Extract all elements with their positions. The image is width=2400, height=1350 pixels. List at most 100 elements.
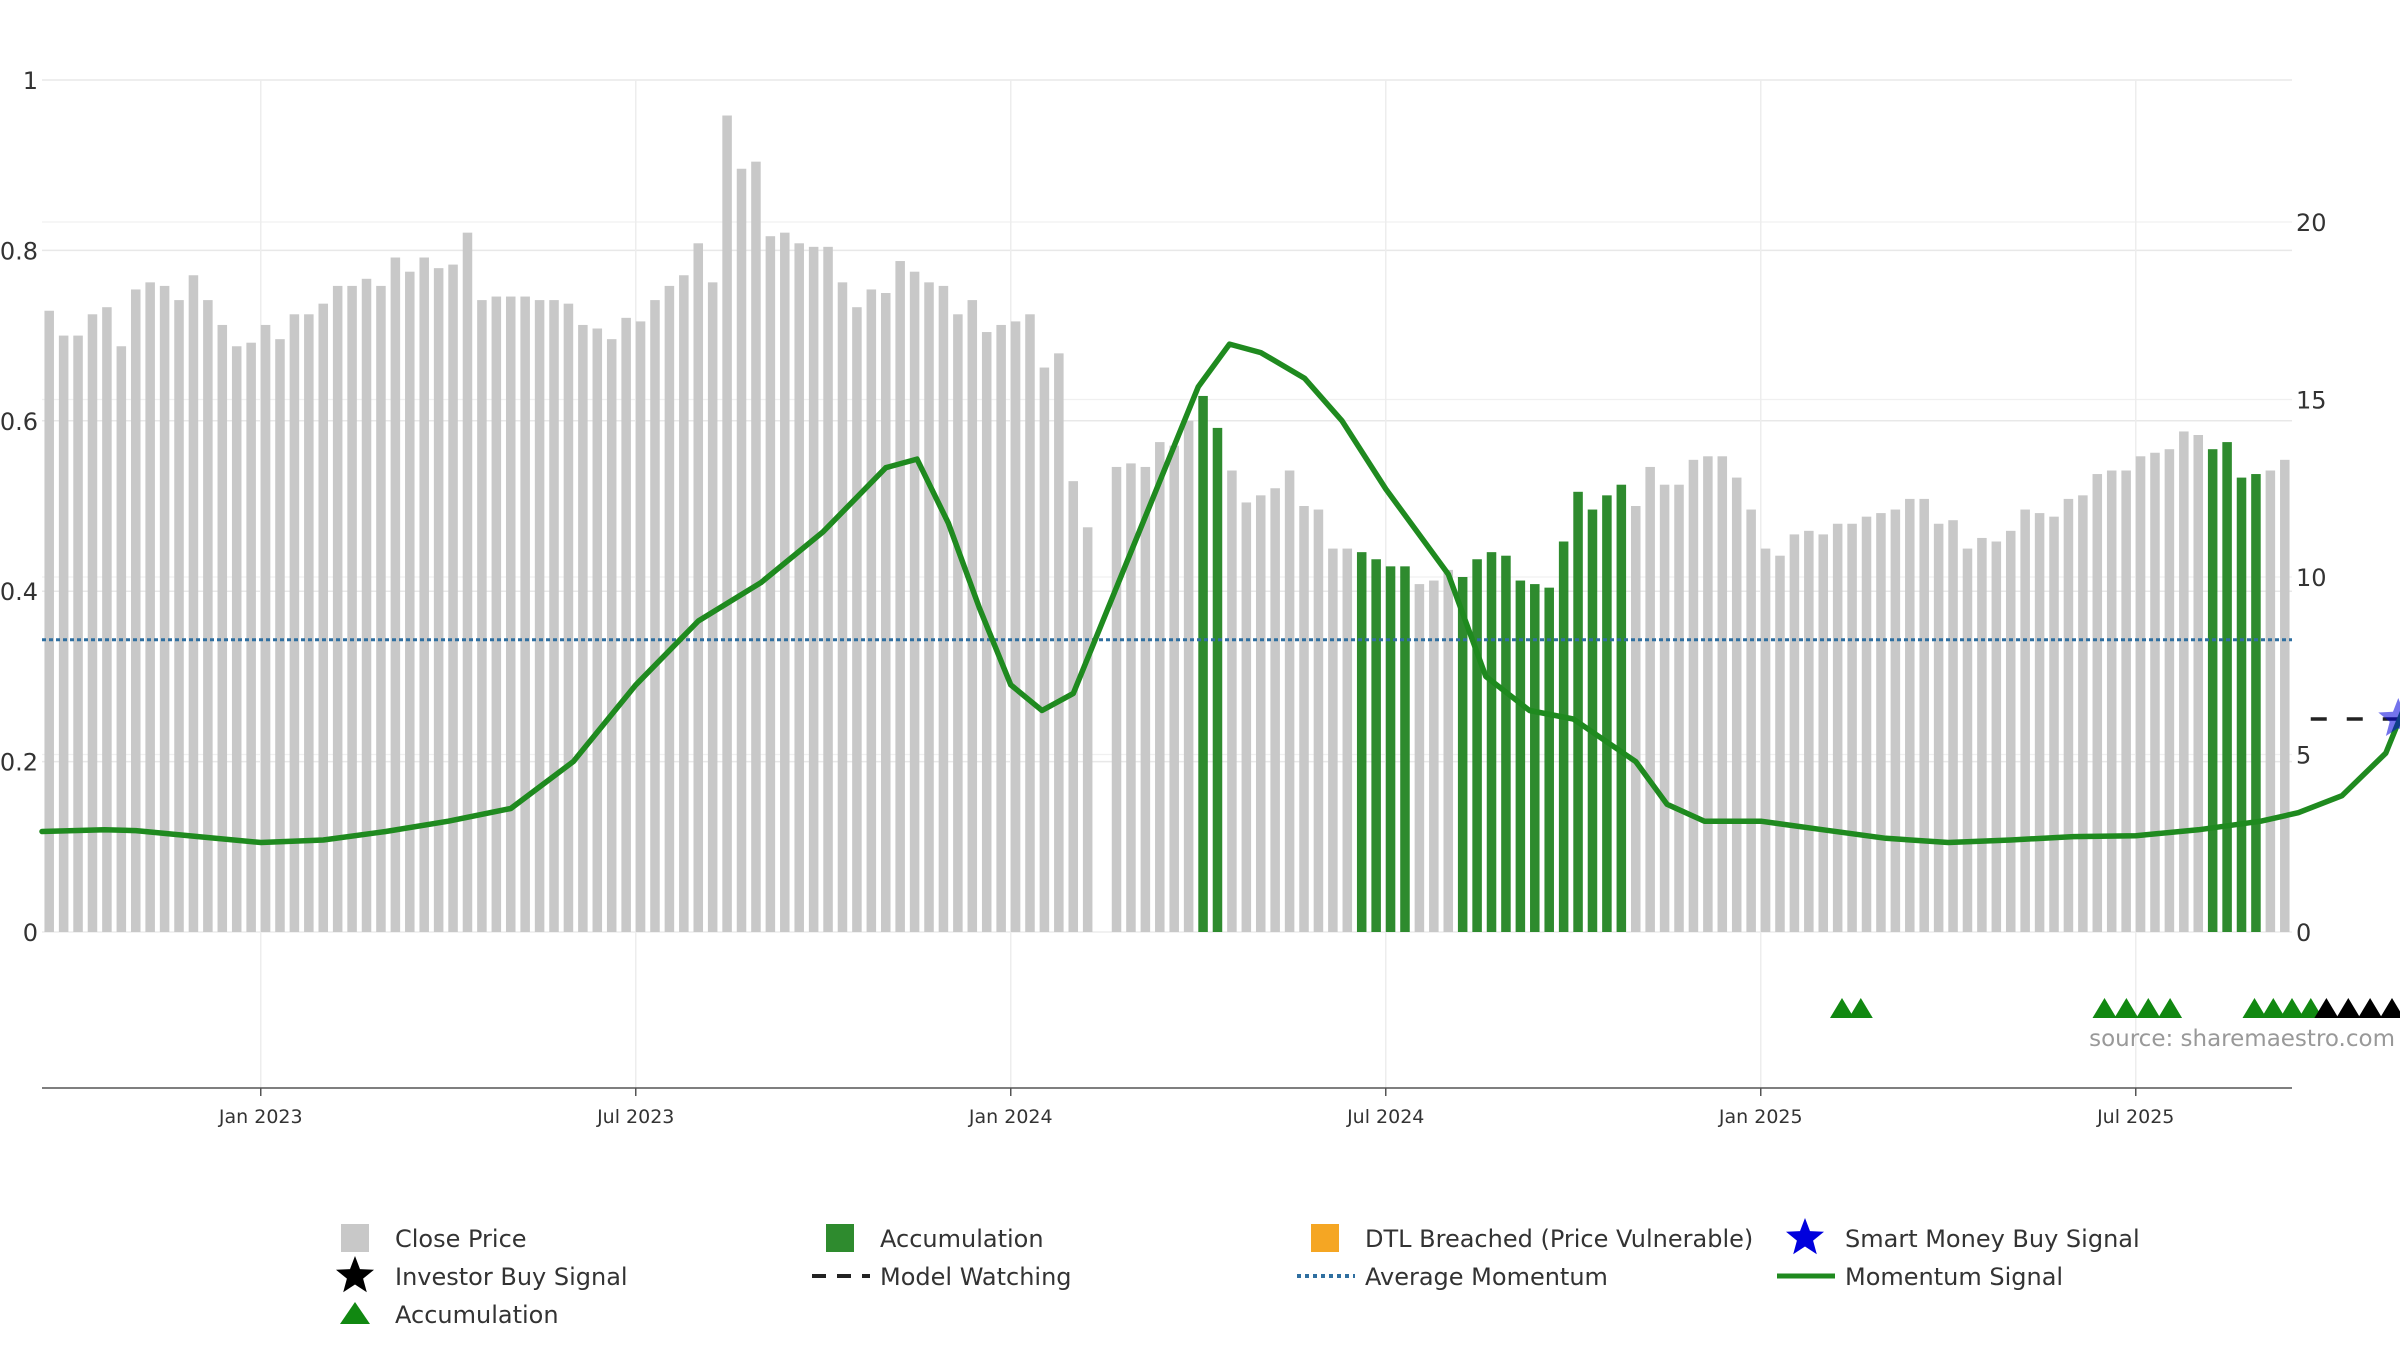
- accumulation-bar: [1385, 566, 1396, 932]
- price-bar: [1731, 477, 1742, 932]
- price-bar: [621, 317, 631, 933]
- price-bar: [520, 296, 530, 932]
- price-bar: [2078, 495, 2088, 932]
- accumulation-bar: [1558, 541, 1569, 932]
- legend-label: Average Momentum: [1365, 1263, 1608, 1291]
- price-bar: [462, 232, 473, 932]
- accumulation-triangle: [2242, 998, 2267, 1018]
- price-bar: [1775, 555, 1785, 932]
- price-bar: [1299, 506, 1309, 932]
- right-y-tick-label: 15: [2296, 387, 2327, 415]
- price-bar: [837, 282, 848, 933]
- accumulation-triangle: [1830, 998, 1854, 1018]
- price-bar: [549, 300, 559, 933]
- price-bar: [722, 115, 732, 932]
- price-bar: [73, 335, 83, 933]
- price-bar: [246, 342, 256, 932]
- price-bar: [1140, 466, 1151, 932]
- left-y-tick-label: 0.6: [0, 408, 38, 436]
- legend-item: Model Watching: [812, 1263, 1072, 1291]
- price-bar: [1847, 523, 1857, 932]
- accumulation-triangle: [2136, 998, 2161, 1018]
- price-bar: [2135, 456, 2146, 932]
- price-bar: [924, 282, 934, 933]
- price-bar: [1818, 534, 1829, 932]
- price-bar: [693, 243, 704, 933]
- legend-label: Investor Buy Signal: [395, 1263, 628, 1291]
- accumulation-bar: [1400, 566, 1410, 932]
- price-bar: [880, 293, 891, 932]
- price-bar: [217, 324, 228, 932]
- signal-triangle: [2336, 998, 2361, 1018]
- price-bar: [2150, 452, 2160, 932]
- price-bar: [2092, 474, 2103, 932]
- price-bar: [1861, 516, 1872, 932]
- left-y-tick-label: 0.8: [0, 237, 38, 265]
- accumulation-bar: [1198, 395, 1208, 932]
- price-bar: [1674, 484, 1684, 932]
- price-bar: [1991, 541, 2002, 932]
- accumulation-bar: [1616, 484, 1627, 932]
- price-bar: [390, 257, 401, 932]
- legend-item: Momentum Signal: [1777, 1263, 2063, 1291]
- price-bar: [203, 300, 213, 933]
- price-bar: [1284, 470, 1295, 932]
- accumulation-bar: [1602, 495, 1612, 932]
- x-tick-label: Jan 2023: [218, 1106, 303, 1128]
- price-bar: [1933, 523, 1944, 932]
- price-bar: [2164, 449, 2175, 932]
- price-bar: [1760, 548, 1771, 932]
- legend-item: Close Price: [341, 1224, 527, 1253]
- price-bar: [174, 300, 184, 933]
- price-bar: [967, 300, 978, 933]
- price-bar: [1804, 530, 1814, 932]
- price-bar: [289, 314, 300, 932]
- price-bar: [405, 271, 415, 932]
- price-bar: [1082, 527, 1093, 932]
- accumulation-bar: [1371, 559, 1381, 932]
- price-bar: [318, 303, 329, 932]
- legend-star-blue-icon: [1786, 1218, 1824, 1255]
- price-bar: [2265, 470, 2276, 932]
- accumulation-bar: [2236, 477, 2247, 932]
- legend-label: DTL Breached (Price Vulnerable): [1365, 1225, 1753, 1253]
- price-bar: [592, 328, 603, 932]
- x-tick-label: Jan 2024: [968, 1106, 1053, 1128]
- signal-triangle: [2314, 998, 2339, 1018]
- legend-label: Close Price: [395, 1225, 527, 1253]
- price-bar: [1688, 459, 1699, 932]
- x-tick-label: Jul 2025: [2096, 1106, 2174, 1128]
- accumulation-bar: [1587, 509, 1598, 932]
- signal-triangle: [2358, 998, 2383, 1018]
- price-bar: [1717, 456, 1728, 932]
- price-bar: [751, 161, 761, 932]
- legend-label: Accumulation: [880, 1225, 1044, 1253]
- accumulation-bar: [1515, 580, 1526, 932]
- grid-layer: [42, 79, 2292, 1088]
- price-bar: [2034, 513, 2045, 932]
- price-bar: [1789, 534, 1800, 932]
- price-bar: [794, 243, 804, 933]
- accumulation-bar: [1573, 491, 1583, 932]
- price-bar: [1342, 548, 1353, 932]
- price-bar: [650, 300, 660, 933]
- legend-label: Accumulation: [395, 1301, 559, 1329]
- price-bar: [606, 339, 617, 932]
- price-bar: [2005, 530, 2016, 932]
- legend-item: Average Momentum: [1297, 1263, 1608, 1291]
- price-bar: [707, 282, 718, 933]
- price-bar: [102, 307, 112, 932]
- source-label: source: sharemaestro.com: [2089, 1026, 2395, 1052]
- price-bar: [765, 236, 776, 932]
- price-bar: [1443, 569, 1454, 932]
- accumulation-triangle: [2298, 998, 2323, 1018]
- legend-item: Smart Money Buy Signal: [1786, 1218, 2140, 1255]
- price-bar: [1703, 456, 1713, 932]
- price-bar: [578, 324, 588, 932]
- price-bar: [1241, 502, 1252, 932]
- price-bar: [2063, 498, 2074, 932]
- accumulation-triangle: [1848, 998, 1873, 1018]
- price-bar: [505, 296, 516, 932]
- accumulation-bar: [2207, 449, 2218, 932]
- price-bar: [1977, 537, 1987, 932]
